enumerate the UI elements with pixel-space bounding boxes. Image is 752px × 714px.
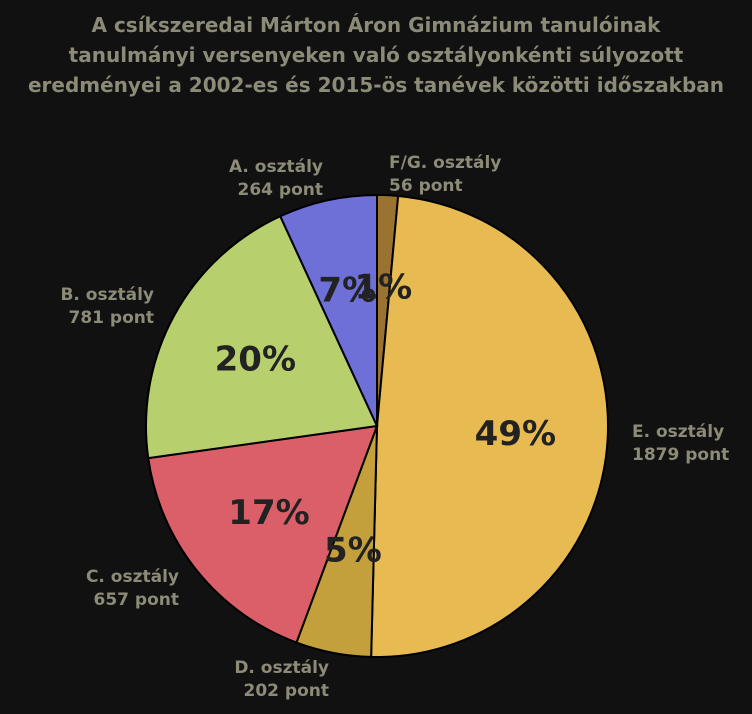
chart-title-line-1: A csíkszeredai Márton Áron Gimnázium tan… <box>91 13 661 37</box>
category-label-e-oszt-ly: E. osztály 1879 pont <box>632 422 729 465</box>
percent-labels: 1% 49% 5% 17% 20% 7% <box>215 268 556 571</box>
category-labels: F/G. osztály 56 pont E. osztály 1879 pont D.… <box>60 153 729 701</box>
percent-label-c-oszt-ly: 17% <box>228 493 309 533</box>
percent-label-f-g-oszt-ly: 1% <box>354 268 412 308</box>
category-points: 781 pont <box>69 308 154 328</box>
category-name: B. osztály <box>60 285 154 305</box>
category-name: D. osztály <box>234 658 329 678</box>
category-name: C. osztály <box>86 567 179 587</box>
chart-title-line-3: eredményei a 2002-es és 2015-ös tanévek … <box>27 73 725 97</box>
pie-slice-b-oszt-ly <box>145 214 379 460</box>
pie-slice-a-oszt-ly <box>278 193 378 427</box>
category-points: 657 pont <box>94 590 179 610</box>
percent-label-e-oszt-ly: 49% <box>475 414 556 454</box>
category-label-d-oszt-ly: D. osztály 202 pont <box>234 658 329 701</box>
percent-label-b-oszt-ly: 20% <box>215 340 296 380</box>
category-points: 1879 pont <box>632 445 729 465</box>
percent-label-a-oszt-ly: 7% <box>318 271 376 311</box>
category-label-b-oszt-ly: B. osztály 781 pont <box>60 285 154 328</box>
category-points: 264 pont <box>238 180 323 200</box>
percent-label-d-oszt-ly: 5% <box>324 531 382 571</box>
category-points: 56 pont <box>389 176 463 196</box>
category-label-f-g-oszt-ly: F/G. osztály 56 pont <box>389 153 501 196</box>
category-name: E. osztály <box>632 422 724 442</box>
chart-title: A csíkszeredai Márton Áron Gimnázium tan… <box>0 10 752 100</box>
category-label-c-oszt-ly: C. osztály 657 pont <box>86 567 179 610</box>
category-points: 202 pont <box>244 681 329 701</box>
pie-slice-e-oszt-ly <box>370 194 609 658</box>
category-name: F/G. osztály <box>389 153 501 173</box>
pie-slices <box>145 193 609 658</box>
category-label-a-oszt-ly: A. osztály 264 pont <box>229 157 323 200</box>
pie-slice-c-oszt-ly <box>147 424 379 644</box>
chart-title-line-2: tanulmányi versenyeken való osztályonkén… <box>68 43 684 67</box>
category-name: A. osztály <box>229 157 323 177</box>
